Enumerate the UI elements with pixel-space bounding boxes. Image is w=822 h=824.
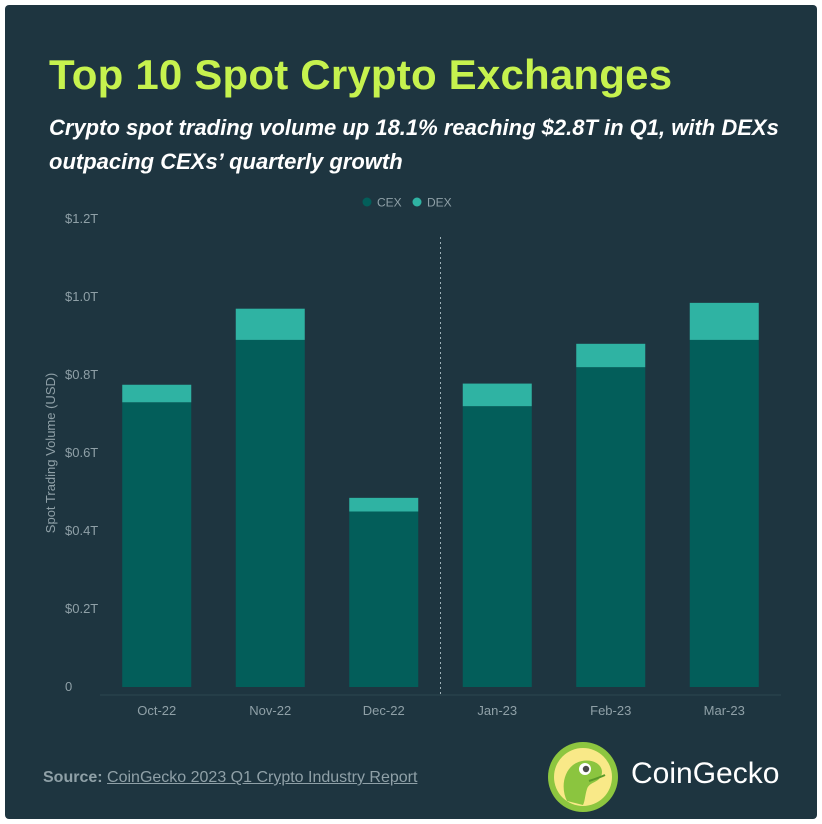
stacked-bar-chart: Spot Trading Volume (USD) 0 $0.2T $0.4T $0.6… — [43, 196, 781, 718]
x-tick-label: Dec-22 — [363, 703, 405, 718]
chart-card: Top 10 Spot Crypto Exchanges Crypto spot… — [5, 5, 817, 819]
y-axis-title: Spot Trading Volume (USD) — [43, 373, 58, 533]
y-tick-label: $0.6T — [65, 445, 98, 460]
bar-cex-feb-23 — [576, 367, 646, 687]
y-tick-label: $0.4T — [65, 523, 98, 538]
legend-swatch-dex — [412, 197, 422, 207]
bar-cex-jan-23 — [462, 406, 532, 687]
y-tick-label: $1.0T — [65, 289, 98, 304]
source-label: Source: — [43, 769, 103, 786]
source-link[interactable]: CoinGecko 2023 Q1 Crypto Industry Report — [107, 769, 418, 786]
legend-label-cex: CEX — [377, 196, 402, 210]
brand-name: CoinGecko — [631, 757, 780, 790]
bar-dex-nov-22 — [235, 308, 305, 340]
source-note: Source: CoinGecko 2023 Q1 Crypto Industr… — [43, 769, 417, 787]
bar-dex-oct-22 — [122, 384, 192, 403]
chart-title: Top 10 Spot Crypto Exchanges — [49, 51, 673, 98]
legend-label-dex: DEX — [427, 196, 452, 210]
bar-dex-jan-23 — [462, 383, 532, 407]
legend-swatch-cex — [362, 197, 372, 207]
x-tick-label: Jan-23 — [477, 703, 517, 718]
y-tick-label: $1.2T — [65, 211, 98, 226]
bar-dex-mar-23 — [689, 302, 759, 340]
coingecko-brand: CoinGecko — [545, 739, 815, 815]
bar-cex-nov-22 — [235, 339, 305, 687]
y-tick-label: 0 — [65, 679, 72, 694]
bar-dex-dec-22 — [349, 497, 419, 512]
coingecko-logo-icon — [548, 742, 618, 812]
bar-cex-mar-23 — [689, 339, 759, 687]
chart-subtitle: Crypto spot trading volume up 18.1% reac… — [49, 115, 779, 174]
x-tick-label: Oct-22 — [137, 703, 176, 718]
x-tick-label: Mar-23 — [704, 703, 745, 718]
bar-cex-dec-22 — [349, 511, 419, 687]
y-tick-label: $0.8T — [65, 367, 98, 382]
x-tick-label: Feb-23 — [590, 703, 631, 718]
y-tick-label: $0.2T — [65, 601, 98, 616]
bar-cex-oct-22 — [122, 402, 192, 687]
bar-dex-feb-23 — [576, 343, 646, 368]
x-tick-label: Nov-22 — [249, 703, 291, 718]
